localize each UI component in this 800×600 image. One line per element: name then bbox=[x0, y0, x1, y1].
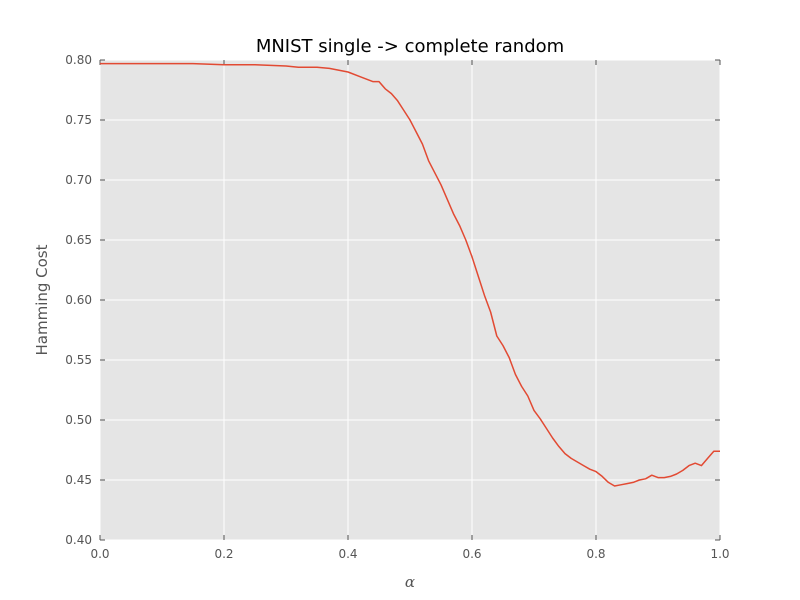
x-tick-label: 1.0 bbox=[710, 547, 729, 561]
y-tick-label: 0.80 bbox=[65, 53, 92, 67]
chart-title: MNIST single -> complete random bbox=[256, 36, 564, 57]
x-tick-label: 0.2 bbox=[214, 547, 233, 561]
y-tick-label: 0.65 bbox=[65, 233, 92, 247]
x-tick-label: 0.6 bbox=[462, 547, 481, 561]
y-tick-label: 0.45 bbox=[65, 473, 92, 487]
x-axis-label: α bbox=[405, 573, 415, 591]
y-tick-label: 0.40 bbox=[65, 533, 92, 547]
y-tick-label: 0.75 bbox=[65, 113, 92, 127]
x-tick-label: 0.8 bbox=[586, 547, 605, 561]
axis-ticks bbox=[99, 59, 721, 541]
series-group bbox=[100, 62, 720, 487]
y-axis-label: Hamming Cost bbox=[33, 244, 51, 355]
series-line bbox=[100, 62, 720, 487]
y-tick-label: 0.50 bbox=[65, 413, 92, 427]
tick-labels: 0.0 0.2 0.4 0.6 0.8 1.0 0.40 0.45 0.50 0.55 0.60 0.… bbox=[65, 53, 729, 561]
y-tick-label: 0.55 bbox=[65, 353, 92, 367]
x-tick-label: 0.4 bbox=[338, 547, 357, 561]
y-tick-label: 0.70 bbox=[65, 173, 92, 187]
y-tick-label: 0.60 bbox=[65, 293, 92, 307]
x-tick-label: 0.0 bbox=[90, 547, 109, 561]
